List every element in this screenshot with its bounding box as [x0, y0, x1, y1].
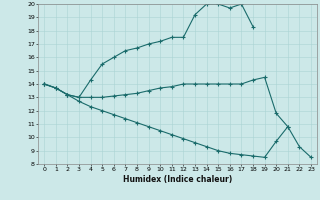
X-axis label: Humidex (Indice chaleur): Humidex (Indice chaleur) — [123, 175, 232, 184]
